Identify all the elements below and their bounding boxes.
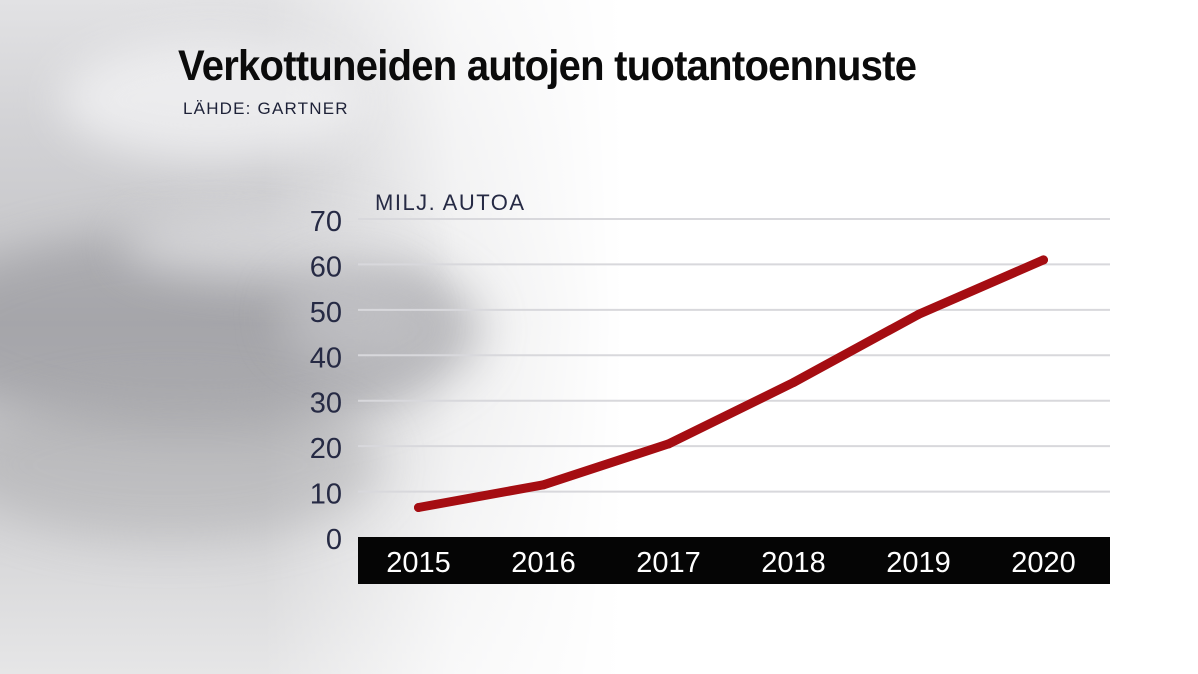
chart-title: Verkottuneiden autojen tuotantoennuste xyxy=(178,42,917,90)
x-tick-label: 2018 xyxy=(761,547,826,579)
data-point xyxy=(914,309,923,319)
y-tick-label: 10 xyxy=(310,479,342,511)
background-car-shape xyxy=(0,390,380,540)
x-axis-band xyxy=(358,537,1110,584)
y-tick-label: 40 xyxy=(310,342,342,374)
y-axis-label: MILJ. AUTOA xyxy=(375,190,526,215)
data-point xyxy=(1039,255,1048,265)
y-tick-label: 50 xyxy=(310,297,342,329)
y-tick-label: 60 xyxy=(310,251,342,283)
data-point xyxy=(664,439,673,449)
background-highlight xyxy=(60,40,360,160)
y-tick-label: 70 xyxy=(310,206,342,238)
x-tick-label: 2019 xyxy=(886,547,951,579)
x-tick-label: 2016 xyxy=(511,547,576,579)
data-point xyxy=(789,378,798,387)
y-tick-label: 20 xyxy=(310,433,342,465)
background-highlight xyxy=(120,210,420,280)
x-tick-label: 2015 xyxy=(386,547,451,579)
x-axis: 2015 2016 2017 2018 2019 2020 xyxy=(358,537,1110,584)
chart-source: LÄHDE: GARTNER xyxy=(183,99,349,118)
data-point xyxy=(414,503,423,512)
x-tick-label: 2020 xyxy=(1011,547,1076,579)
gridlines xyxy=(358,218,1110,493)
x-tick-label: 2017 xyxy=(636,547,701,579)
y-axis-ticks: 0 10 20 30 40 50 60 70 xyxy=(310,206,342,556)
data-point xyxy=(539,480,548,490)
background-car-shape xyxy=(280,270,420,360)
y-tick-label: 30 xyxy=(310,388,342,420)
series-line xyxy=(414,255,1048,512)
y-tick-label: 0 xyxy=(326,524,342,556)
series xyxy=(414,255,1048,512)
